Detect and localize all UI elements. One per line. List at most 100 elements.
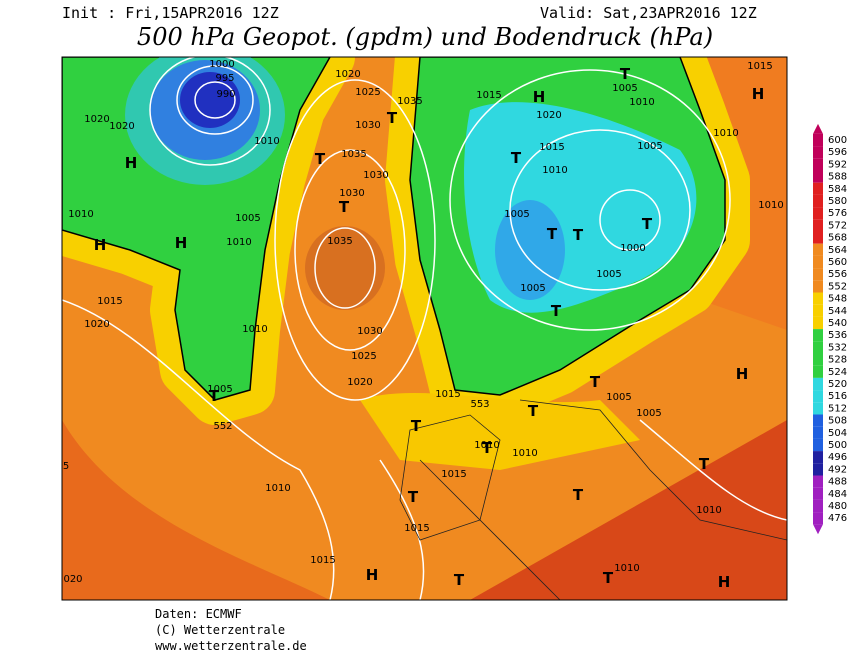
- isobar-label: 1005: [612, 83, 637, 94]
- isobar-label: 1010: [242, 324, 267, 335]
- isobar-label: 1015: [476, 90, 501, 101]
- colorbar-label: 512: [828, 403, 847, 414]
- isobar-label: 553: [470, 399, 489, 410]
- colorbar-swatch: [813, 182, 823, 195]
- isobar-label: 1010: [542, 165, 567, 176]
- isobar-label: 1000: [209, 59, 234, 70]
- pressure-center: H: [94, 236, 107, 254]
- colorbar-swatch: [813, 304, 823, 317]
- isobar-label: 1005: [596, 269, 621, 280]
- colorbar-swatch: [813, 475, 823, 488]
- colorbar-label: 568: [828, 233, 847, 244]
- colorbar-swatch: [813, 231, 823, 244]
- colorbar-label: 572: [828, 220, 847, 231]
- isobar-label: 1015: [747, 61, 772, 72]
- isobar-label: 1020: [109, 121, 134, 132]
- map-frame: [61, 56, 788, 601]
- isobar-label: 1015: [404, 523, 429, 534]
- colorbar-label: 564: [828, 245, 847, 256]
- colorbar-label: 600: [828, 135, 847, 146]
- pressure-center: T: [315, 150, 326, 168]
- coastlines: [399, 399, 787, 600]
- colorbar-swatch: [813, 243, 823, 256]
- isobar-label: 1025: [351, 351, 376, 362]
- colorbar-label: 548: [828, 294, 847, 305]
- colorbar-label: 476: [828, 513, 847, 524]
- colorbar-label: 560: [828, 257, 847, 268]
- isobar-label: 1005: [637, 141, 662, 152]
- isobar-label: 1035: [327, 236, 352, 247]
- warm-field: [640, 57, 787, 330]
- isobar-label: 1005: [606, 392, 631, 403]
- isobar-label: 5: [63, 461, 69, 472]
- colorbar-swatch: [813, 280, 823, 293]
- website: www.wetterzentrale.de: [155, 639, 307, 653]
- isobar-label: 1015: [435, 389, 460, 400]
- isobar-label: 1015: [310, 555, 335, 566]
- isobar-label: 995: [215, 73, 234, 84]
- colorbar-label: 552: [828, 281, 847, 292]
- pressure-center: T: [603, 569, 614, 587]
- colorbar-swatch: [813, 292, 823, 305]
- colorbar-label: 508: [828, 416, 847, 427]
- colorbar-swatch: [813, 390, 823, 403]
- pressure-center: H: [366, 566, 379, 584]
- isobar-label: 1020: [536, 110, 561, 121]
- colorbar-swatch: [813, 512, 823, 525]
- isobar-label: 1015: [539, 142, 564, 153]
- pressure-center: T: [551, 302, 562, 320]
- colorbar-label: 588: [828, 172, 847, 183]
- colorbar-label: 576: [828, 208, 847, 219]
- colorbar-swatch: [813, 414, 823, 427]
- colorbar-swatch: [813, 219, 823, 232]
- colorbar-label: 536: [828, 330, 847, 341]
- isobar-label: 020: [63, 574, 82, 585]
- colorbar-swatch: [813, 268, 823, 281]
- isobar-label: 1035: [341, 149, 366, 160]
- warm-field: [62, 420, 330, 600]
- isobar-label: 1010: [696, 505, 721, 516]
- colorbar-label: 488: [828, 477, 847, 488]
- pressure-center: T: [411, 417, 422, 435]
- isobar-label: 1005: [520, 283, 545, 294]
- isobar-label: 1010: [614, 563, 639, 574]
- colorbar-swatch: [813, 451, 823, 464]
- isobar-label: 1025: [355, 87, 380, 98]
- isobar-label: 1010: [629, 97, 654, 108]
- pressure-center: H: [175, 234, 188, 252]
- pressure-center: T: [482, 439, 493, 457]
- isobar-label: 552: [213, 421, 232, 432]
- colorbar-label: 524: [828, 367, 847, 378]
- colorbar-swatch: [813, 438, 823, 452]
- pressure-center: H: [533, 88, 546, 106]
- high-core: [305, 226, 385, 310]
- colorbar-swatch: [813, 316, 823, 330]
- colorbar-swatch: [813, 146, 823, 159]
- pressure-center: T: [528, 402, 539, 420]
- isobar-label: 1010: [68, 209, 93, 220]
- pressure-center: T: [642, 215, 653, 233]
- colorbar-swatch: [813, 499, 823, 513]
- colorbar-label: 504: [828, 428, 847, 439]
- isobar-label: 1010: [254, 136, 279, 147]
- pressure-center: T: [620, 65, 631, 83]
- isobar-label: 1030: [357, 326, 382, 337]
- isobar-label: 1010: [713, 128, 738, 139]
- colorbar-swatch: [813, 170, 823, 183]
- valid-time: Valid: Sat,23APR2016 12Z: [540, 4, 757, 22]
- isobars: [62, 57, 787, 600]
- isobar-label: 1005: [636, 408, 661, 419]
- pressure-center: T: [590, 373, 601, 391]
- pressure-center: T: [573, 226, 584, 244]
- data-source: Daten: ECMWF: [155, 607, 242, 621]
- warm-field: [470, 420, 787, 600]
- colorbar-swatch: [813, 402, 823, 415]
- colorbar-swatch: [813, 463, 823, 476]
- colorbar-arrow: [813, 123, 823, 134]
- pressure-center: T: [209, 387, 220, 405]
- pressure-center: T: [699, 455, 710, 473]
- isobar-label: 1030: [355, 120, 380, 131]
- copyright: (C) Wetterzentrale: [155, 623, 285, 637]
- isobar-label: 1020: [84, 114, 109, 125]
